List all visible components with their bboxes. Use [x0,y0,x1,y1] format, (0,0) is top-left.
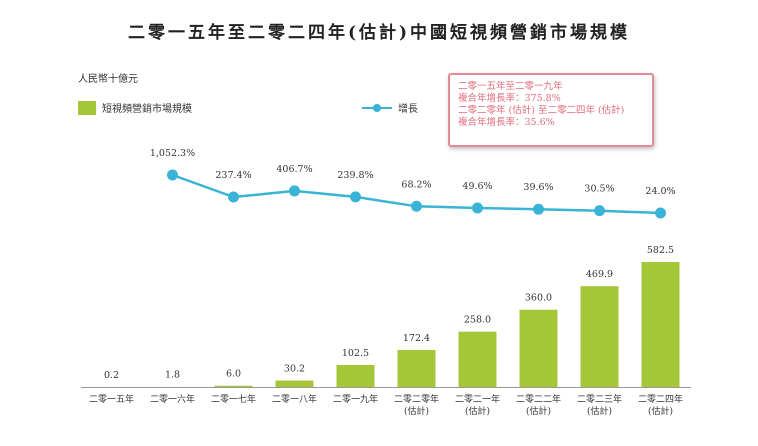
growth-label-4: 406.7% [276,164,312,175]
growth-label-6: 68.2% [401,179,431,190]
growth-label-2: 1,052.3% [150,148,195,159]
growth-point-2 [167,169,178,181]
legend-bar-entry: 短視頻營銷市場規模 [78,100,192,115]
legend-bar-swatch [78,100,96,115]
legend-line-entry: 增長 [362,100,418,115]
growth-point-3 [228,191,239,203]
cagr-period-2: 二零二零年 (估計) 至二零二四年 (估計) [458,105,625,116]
legend-line-swatch [362,101,392,115]
growth-label-5: 239.8% [337,170,373,181]
category-label-6: 二零二零年 [394,393,439,405]
growth-label-8: 39.6% [523,182,553,193]
growth-label-3: 237.4% [215,170,251,181]
bar-value-label-4: 30.2 [284,364,305,375]
bar-value-label-3: 6.0 [226,369,241,380]
bar-value-label-10: 582.5 [647,245,674,256]
category-label-8: 二零二二年 [516,393,561,405]
category-label-3: 二零一七年 [211,393,256,405]
bar-7 [458,331,497,387]
growth-label-10: 24.0% [645,186,675,197]
bar-value-label-8: 360.0 [525,293,552,304]
cagr-period-1: 二零一五年至二零一九年 [458,81,563,92]
category-label-9: 二零二三年 [577,393,622,405]
chart-title: 二零一五年至二零二四年(估計)中國短視頻營銷市場規模 [127,23,631,43]
growth-point-5 [350,191,361,203]
growth-point-4 [289,185,300,197]
growth-point-7 [472,202,483,214]
category-label-7-note: (估計) [465,405,490,417]
bar-6 [397,350,436,387]
growth-label-7: 49.6% [462,181,492,192]
bar-5 [336,365,375,387]
category-label-1: 二零一五年 [89,393,134,405]
bar-8 [519,309,558,387]
legend-bar-label: 短視頻營銷市場規模 [102,104,192,115]
cagr-rate-2: 複合年增長率：35.6% [458,117,555,128]
growth-label-9: 30.5% [584,184,614,195]
bar-3 [214,385,253,387]
bar-4 [275,380,314,387]
growth-point-9 [594,205,605,217]
category-label-5: 二零一九年 [333,393,378,405]
cagr-box: 二零一五年至二零一九年 複合年增長率：375.8% 二零二零年 (估計) 至二零… [448,73,654,147]
bar-value-label-1: 0.2 [104,370,119,381]
category-label-8-note: (估計) [526,405,551,417]
bar-9 [580,286,619,387]
category-label-10: 二零二四年 [638,393,683,405]
legend-line-label: 增長 [398,104,418,115]
bar-value-label-7: 258.0 [464,315,491,326]
bar-value-label-5: 102.5 [342,348,369,359]
unit-label: 人民幣十億元 [78,74,138,85]
bar-10 [641,262,680,387]
category-label-6-note: (估計) [404,405,429,417]
category-label-4: 二零一八年 [272,393,317,405]
category-label-2: 二零一六年 [150,393,195,405]
category-label-7: 二零二一年 [455,393,500,405]
growth-point-6 [411,200,422,212]
growth-point-10 [655,207,666,219]
growth-point-8 [533,203,544,215]
bar-value-label-6: 172.4 [403,333,430,344]
bar-value-label-9: 469.9 [586,269,613,280]
bar-value-label-2: 1.8 [165,370,180,381]
cagr-rate-1: 複合年增長率：375.8% [458,93,561,104]
category-label-9-note: (估計) [587,405,612,417]
category-label-10-note: (估計) [648,405,673,417]
